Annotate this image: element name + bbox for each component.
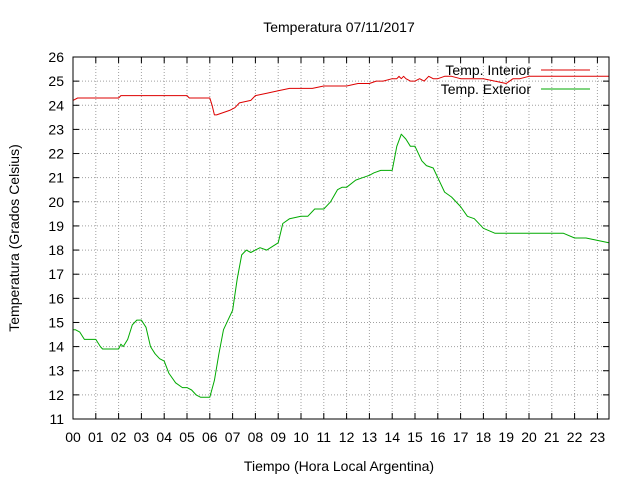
y-tick-label: 14 (48, 339, 64, 355)
legend: Temp. Interior Temp. Exterior (441, 62, 590, 97)
x-tick-label: 06 (202, 429, 218, 445)
y-tick-label: 20 (48, 194, 64, 210)
x-tick-label: 13 (362, 429, 378, 445)
series-line-interior (72, 75, 609, 116)
y-tick-label: 18 (48, 242, 64, 258)
y-tick-label: 24 (48, 97, 64, 113)
legend-label-interior: Temp. Interior (445, 62, 531, 78)
x-tick-label: 15 (407, 429, 423, 445)
x-tick-labels: 00 01 02 03 04 05 06 07 08 09 10 11 12 13 14 15 16 17 18 19… (65, 429, 605, 445)
y-tick-label: 25 (48, 73, 64, 89)
x-tick-label: 19 (498, 429, 514, 445)
y-axis-label: Temperatura (Grados Celsius) (6, 144, 22, 332)
x-tick-label: 00 (65, 429, 81, 445)
y-tick-label: 11 (49, 411, 64, 427)
x-tick-label: 05 (179, 429, 195, 445)
y-tick-labels: 11 12 13 14 15 16 17 18 19 20 21 22 23 24 25 26 (48, 49, 64, 427)
y-tick-label: 13 (48, 363, 64, 379)
x-tick-label: 23 (590, 429, 606, 445)
legend-entry-exterior: Temp. Exterior (441, 81, 590, 97)
x-tick-label: 01 (88, 429, 104, 445)
x-tick-label: 08 (248, 429, 264, 445)
x-tick-label: 18 (476, 429, 492, 445)
plot-frame (72, 56, 610, 420)
grid-lines (73, 57, 609, 419)
series-line-exterior (73, 133, 609, 398)
x-tick-label: 07 (225, 429, 241, 445)
x-tick-label: 16 (430, 429, 446, 445)
y-tick-label: 23 (48, 121, 64, 137)
x-axis-label: Tiempo (Hora Local Argentina) (244, 458, 434, 474)
y-tick-label: 16 (48, 290, 64, 306)
y-tick-label: 12 (48, 387, 64, 403)
x-tick-label: 02 (111, 429, 127, 445)
y-tick-label: 19 (48, 218, 64, 234)
x-tick-label: 21 (544, 429, 560, 445)
y-tick-label: 17 (48, 266, 64, 282)
x-tick-label: 04 (156, 429, 172, 445)
y-tick-label: 21 (48, 170, 64, 186)
y-tick-label: 22 (48, 146, 64, 162)
x-tick-label: 20 (521, 429, 537, 445)
x-tick-label: 10 (293, 429, 309, 445)
x-tick-label: 03 (134, 429, 150, 445)
x-tick-label: 22 (567, 429, 583, 445)
y-tick-label: 26 (48, 49, 64, 65)
y-tick-label: 15 (48, 314, 64, 330)
legend-label-exterior: Temp. Exterior (441, 81, 532, 97)
x-tick-label: 11 (317, 429, 332, 445)
x-tick-label: 12 (339, 429, 355, 445)
chart-title: Temperatura 07/11/2017 (263, 19, 415, 35)
x-tick-label: 09 (270, 429, 286, 445)
x-tick-label: 17 (453, 429, 469, 445)
x-tick-label: 14 (384, 429, 400, 445)
legend-entry-interior: Temp. Interior (445, 62, 590, 78)
series-lines (72, 75, 609, 398)
